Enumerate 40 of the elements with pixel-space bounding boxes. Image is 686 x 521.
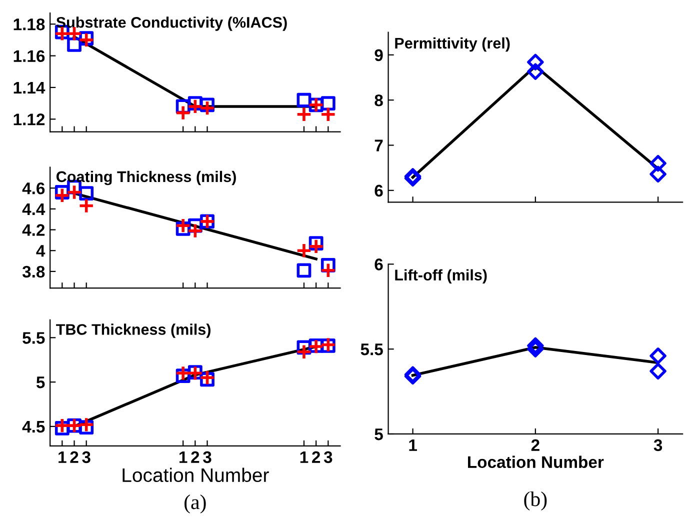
text: (a) — [184, 494, 206, 514]
y-tick-label: 4.4 — [22, 203, 46, 215]
x-tick-label: 1 — [409, 439, 417, 451]
y-tick-label: 1.12 — [14, 114, 45, 126]
y-tick-label: 4.2 — [22, 224, 45, 236]
y-tick-label: 5 — [36, 376, 45, 388]
chart-title: Permittivity (rel) — [395, 37, 510, 52]
x-tick-label: 2 — [312, 451, 320, 463]
y-tick-label: 5.5 — [22, 332, 45, 344]
text: (b) — [524, 492, 547, 510]
y-tick-label: 4.5 — [22, 421, 45, 433]
chart-title: Coating Thickness (mils) — [56, 170, 236, 186]
y-tick-label: 3.8 — [22, 266, 45, 278]
y-tick-label: 1.14 — [14, 82, 46, 94]
x-axis-title: Location Number — [122, 468, 269, 482]
x-axis-title: Location Number — [468, 456, 604, 468]
x-tick-label: 3 — [654, 439, 662, 452]
y-tick-label: 6 — [374, 184, 383, 197]
y-tick-label: 5 — [374, 428, 383, 440]
y-tick-label: 1.18 — [14, 18, 45, 30]
chart-title: TBC Thickness (mils) — [56, 324, 210, 338]
y-tick-label: 8 — [374, 94, 383, 106]
y-tick-label: 9 — [374, 49, 383, 62]
y-tick-label: 4.6 — [22, 182, 45, 194]
x-tick-label: 2 — [531, 439, 540, 451]
x-tick-label: 3 — [324, 451, 332, 464]
y-tick-label: 1.16 — [14, 50, 45, 62]
y-tick-label: 4 — [36, 245, 46, 257]
y-tick-label: 6 — [374, 258, 383, 270]
x-tick-label: 3 — [82, 451, 90, 464]
chart-title: Substrate Conductivity (%IACS) — [56, 16, 287, 31]
y-tick-label: 7 — [374, 140, 383, 152]
x-tick-label: 2 — [191, 451, 200, 463]
x-tick-label: 1 — [58, 451, 66, 463]
x-tick-label: 2 — [70, 451, 78, 463]
x-tick-label: 3 — [203, 451, 212, 464]
chart-title: Lift-off (mils) — [395, 269, 487, 284]
y-tick-label: 5.5 — [360, 344, 383, 356]
x-tick-label: 1 — [300, 451, 308, 463]
x-tick-label: 1 — [179, 451, 188, 463]
